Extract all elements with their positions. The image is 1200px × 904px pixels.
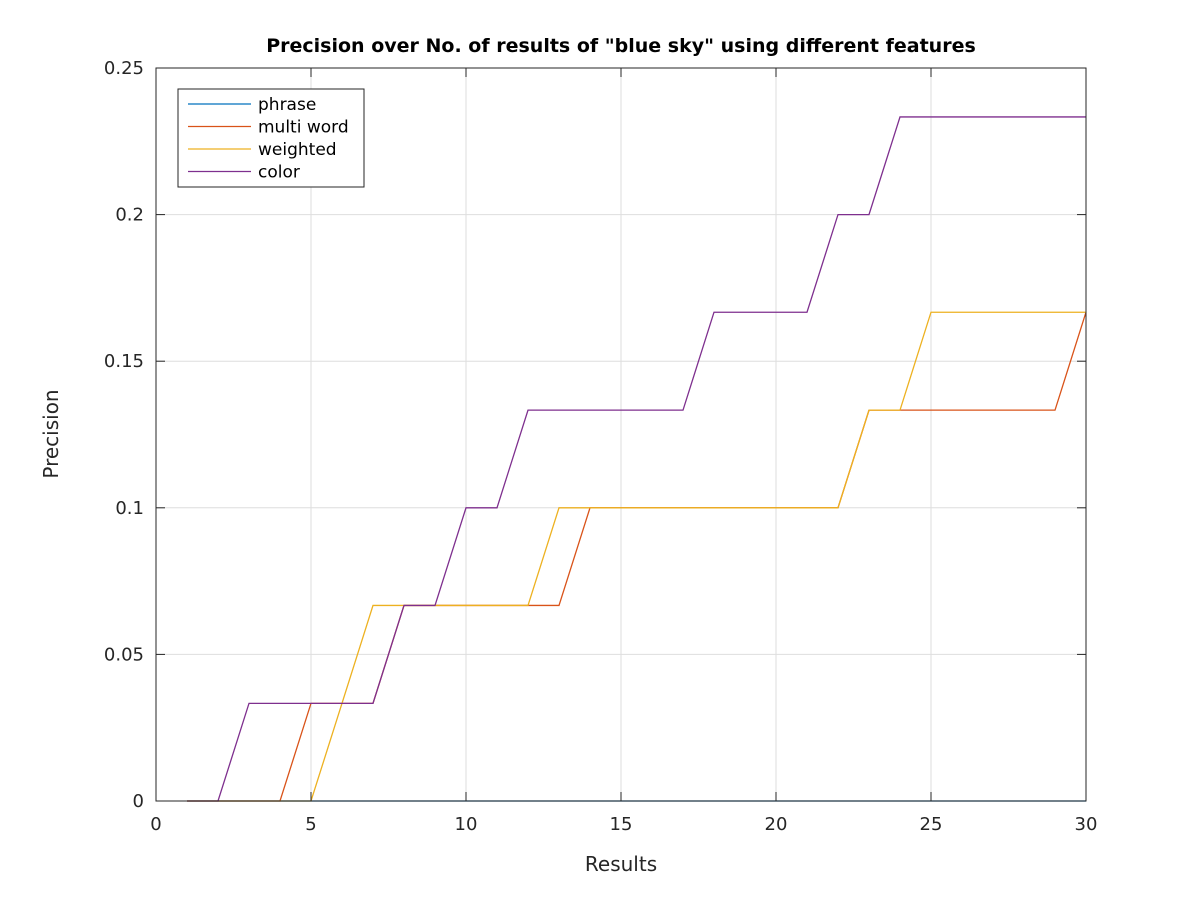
legend-label-phrase: phrase bbox=[258, 95, 316, 115]
x-tick-label: 30 bbox=[1075, 814, 1098, 835]
series-lines bbox=[187, 116, 1087, 802]
x-axis-label: Results bbox=[585, 852, 657, 876]
x-tick-label: 5 bbox=[305, 814, 316, 835]
x-tick-label: 10 bbox=[455, 814, 478, 835]
x-tick-label: 25 bbox=[920, 814, 943, 835]
x-tick-label: 15 bbox=[610, 814, 633, 835]
series-line-weighted bbox=[187, 311, 1086, 802]
y-tick-label: 0.2 bbox=[115, 205, 144, 226]
y-tick-label: 0 bbox=[133, 791, 144, 812]
x-tick-label: 0 bbox=[150, 814, 161, 835]
axis-ticks: 0 5 10 15 20 25 30 0 0.05 0.1 0.15 0.2 0.25 bbox=[104, 58, 1098, 835]
series-line-multi-word bbox=[187, 312, 1087, 802]
y-tick-label: 0.15 bbox=[104, 351, 144, 372]
legend-box bbox=[177, 88, 365, 188]
y-tick-label: 0.05 bbox=[104, 644, 144, 665]
y-tick-label: 0.25 bbox=[104, 58, 144, 79]
legend-label-weighted: weighted bbox=[258, 140, 337, 160]
y-axis-label: Precision bbox=[39, 389, 63, 478]
x-tick-label: 20 bbox=[765, 814, 788, 835]
y-tick-label: 0.1 bbox=[115, 498, 144, 519]
legend-label-color: color bbox=[258, 163, 300, 183]
chart-title: Precision over No. of results of "blue s… bbox=[266, 35, 976, 57]
series-line-color bbox=[187, 116, 1086, 802]
legend-label-multi-word: multi word bbox=[258, 118, 349, 138]
